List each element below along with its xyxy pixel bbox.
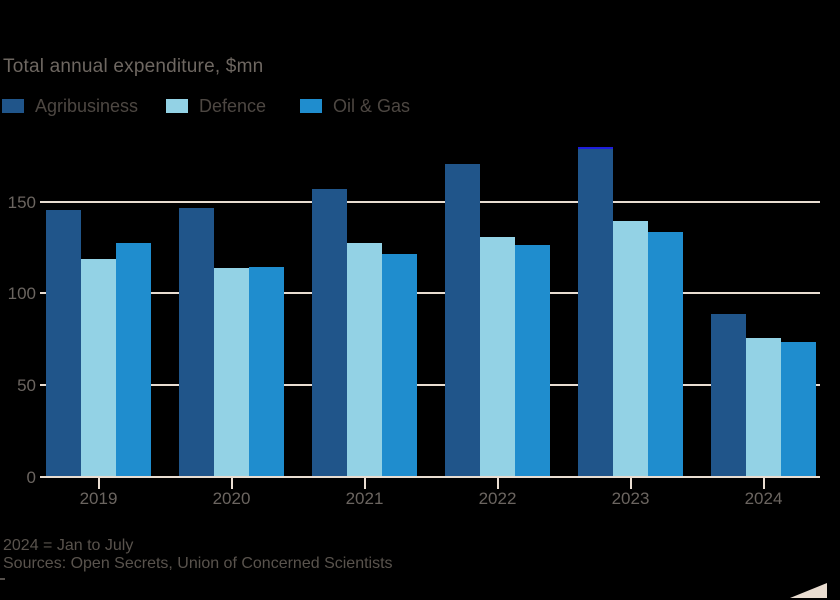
legend-item-oil-gas: Oil & Gas bbox=[300, 95, 411, 116]
y-tick-label-100: 100 bbox=[7, 284, 36, 304]
legend-label-agribusiness: Agribusiness bbox=[35, 95, 139, 116]
y-tick-label-150: 150 bbox=[7, 192, 36, 212]
legend-item-agribusiness: Agribusiness bbox=[2, 95, 139, 116]
x-label-2022: 2022 bbox=[478, 489, 517, 508]
x-label-2021: 2021 bbox=[345, 489, 384, 508]
legend-swatch-defence bbox=[166, 99, 188, 113]
bar-2021-oil-gas bbox=[382, 253, 417, 476]
x-label-2023: 2023 bbox=[611, 489, 650, 508]
legend-label-defence: Defence bbox=[199, 95, 267, 116]
bar-2020-agribusiness bbox=[179, 207, 214, 476]
y-tick-label-50: 50 bbox=[17, 376, 36, 396]
x-tick-2019 bbox=[97, 478, 100, 489]
legend-label-oil-gas: Oil & Gas bbox=[333, 95, 411, 116]
legend-swatch-agribusiness bbox=[2, 99, 24, 113]
footnote: 2024 = Jan to July bbox=[3, 537, 134, 554]
bar-2022-defence bbox=[480, 237, 515, 476]
x-label-2024: 2024 bbox=[744, 489, 783, 508]
bar-2024-defence bbox=[746, 338, 781, 476]
gridline-0 bbox=[40, 476, 820, 478]
x-label-2020: 2020 bbox=[212, 489, 251, 508]
bar-2024-agribusiness bbox=[711, 314, 746, 476]
x-tick-2023 bbox=[629, 478, 632, 489]
bar-2024-oil-gas bbox=[781, 341, 816, 476]
bar-2023-agribusiness bbox=[578, 149, 613, 476]
gridline-100 bbox=[40, 292, 820, 295]
bar-2021-defence bbox=[347, 242, 382, 476]
x-tick-2020 bbox=[230, 478, 233, 489]
legend-swatch-oil-gas bbox=[300, 99, 322, 113]
bar-2023-oil-gas bbox=[648, 231, 683, 476]
x-label-2019: 2019 bbox=[79, 489, 118, 508]
bar-2022-oil-gas bbox=[515, 244, 550, 476]
y-tick-label-0: 0 bbox=[26, 468, 36, 487]
highlight-2023-agribusiness bbox=[578, 147, 613, 150]
source-credit: Sources: Open Secrets, Union of Concerne… bbox=[3, 555, 393, 572]
cropped-text-fragment bbox=[0, 578, 5, 580]
bar-2022-agribusiness bbox=[445, 163, 480, 476]
gridline-50 bbox=[40, 384, 820, 387]
chart-title: Total annual expenditure, $mn bbox=[3, 56, 264, 77]
gridline-150 bbox=[40, 200, 820, 203]
bar-2019-agribusiness bbox=[46, 209, 81, 476]
bar-2019-oil-gas bbox=[116, 242, 151, 476]
x-tick-2021 bbox=[363, 478, 366, 489]
bar-2020-defence bbox=[214, 268, 249, 476]
legend-item-defence: Defence bbox=[166, 95, 267, 116]
bar-2023-defence bbox=[613, 220, 648, 476]
bar-2019-defence bbox=[81, 259, 116, 476]
bar-2021-agribusiness bbox=[312, 189, 347, 476]
bar-2020-oil-gas bbox=[249, 266, 284, 476]
ft-corner-triangle-icon bbox=[790, 583, 827, 598]
x-tick-2022 bbox=[496, 478, 499, 489]
x-tick-2024 bbox=[762, 478, 765, 489]
